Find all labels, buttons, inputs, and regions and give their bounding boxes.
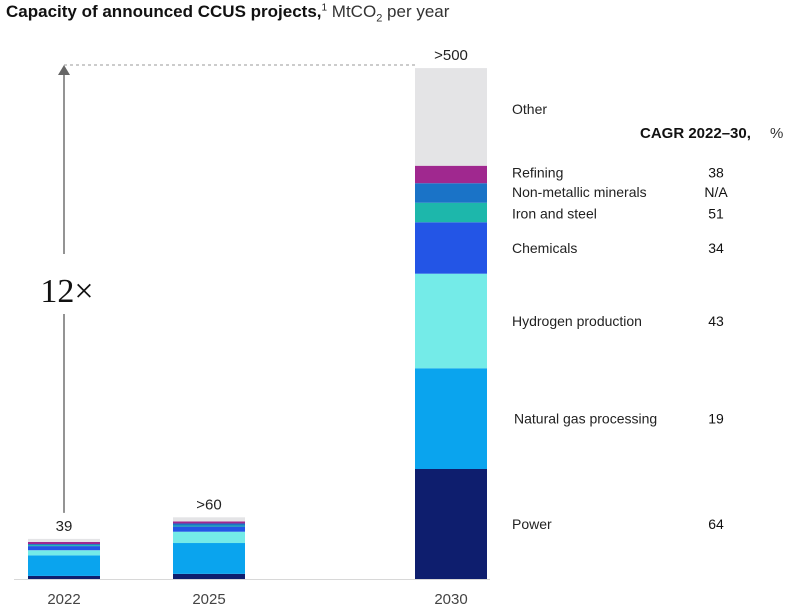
bar-2025-hydrogen-production: [173, 531, 245, 544]
bar-2025-refining: [173, 521, 245, 524]
growth-multiplier-label: 12×: [40, 273, 93, 310]
legend-label-refining: Refining: [512, 165, 563, 181]
x-tick-labels-group: 2022 2025 2030: [47, 591, 467, 608]
chart-title-footnote: 1: [321, 2, 328, 14]
bar-2025-non-metallic-minerals: [173, 523, 245, 526]
bar-2025-chemicals: [173, 526, 245, 532]
legend-label-non-metallic-minerals: Non-metallic minerals: [512, 184, 647, 200]
chart-title-unit-suffix: per year: [387, 2, 450, 21]
cagr-value-non-metallic-minerals: N/A: [704, 184, 728, 200]
chart-title-main: Capacity of announced CCUS projects,: [6, 2, 322, 21]
cagr-value-hydrogen-production: 43: [708, 313, 724, 329]
legend-label-iron-and-steel: Iron and steel: [512, 206, 597, 222]
bar-2022-natural-gas-processing: [28, 555, 100, 576]
total-labels-group: 39 >60 >500: [56, 47, 468, 535]
bar-2030-natural-gas-processing: [415, 368, 487, 469]
bar-2022-other: [28, 538, 100, 542]
total-label-2030: >500: [434, 47, 468, 64]
total-label-2022: 39: [56, 518, 73, 535]
legend-label-natural-gas-processing: Natural gas processing: [514, 411, 657, 427]
cagr-value-natural-gas-processing: 19: [708, 411, 724, 427]
bar-2022-iron-and-steel: [28, 545, 100, 547]
bar-2030-other: [415, 68, 487, 166]
bar-2022-hydrogen-production: [28, 550, 100, 556]
cagr-value-chemicals: 34: [708, 240, 724, 256]
chart-title-unit-sub: 2: [376, 12, 383, 25]
legend-label-chemicals: Chemicals: [512, 240, 577, 256]
bar-2022-chemicals: [28, 546, 100, 551]
bar-2025-other: [173, 517, 245, 522]
bar-2030-chemicals: [415, 222, 487, 274]
chart-title-unit-prefix: MtCO: [331, 2, 377, 21]
bar-2030-non-metallic-minerals: [415, 183, 487, 203]
legend-label-hydrogen-production: Hydrogen production: [512, 313, 642, 329]
cagr-value-iron-and-steel: 51: [708, 206, 724, 222]
bar-2030-power: [415, 469, 487, 579]
bar-2030-refining: [415, 165, 487, 184]
x-tick-2030: 2030: [434, 591, 467, 608]
total-label-2025: >60: [196, 496, 221, 513]
bar-2030-iron-and-steel: [415, 202, 487, 223]
cagr-header: CAGR 2022–30,: [640, 125, 751, 142]
bar-2030-hydrogen-production: [415, 273, 487, 369]
bar-2022-power: [28, 575, 100, 579]
growth-arrow-head: [58, 65, 70, 75]
bar-2025-power: [173, 573, 245, 579]
chart-title: Capacity of announced CCUS projects,1 Mt…: [6, 2, 449, 24]
x-tick-2025: 2025: [192, 591, 225, 608]
bars-group: [28, 68, 487, 579]
cagr-value-refining: 38: [708, 165, 724, 181]
bar-2025-iron-and-steel: [173, 525, 245, 527]
x-tick-2022: 2022: [47, 591, 80, 608]
legend-group: Power 64 Natural gas processing 19 Hydrogen …: [512, 101, 783, 532]
legend-label-other: Other: [512, 101, 547, 117]
bar-2025-natural-gas-processing: [173, 543, 245, 574]
bar-2022-refining: [28, 541, 100, 545]
bar-2022-non-metallic-minerals: [28, 544, 100, 546]
growth-annotation: 12×: [14, 64, 490, 580]
legend-label-power: Power: [512, 516, 552, 532]
cagr-header-unit: %: [770, 125, 783, 142]
cagr-value-power: 64: [708, 516, 724, 532]
